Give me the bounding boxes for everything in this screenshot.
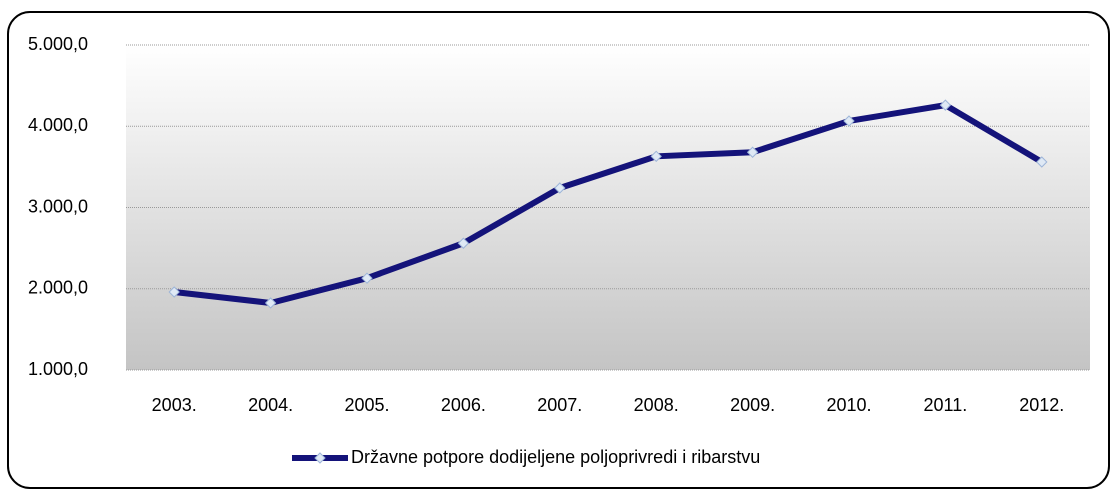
marker: [650, 150, 662, 163]
x-tick-label: 2004.: [248, 395, 293, 415]
marker: [939, 99, 952, 111]
marker: [1036, 156, 1048, 168]
y-tick-label: 3.000,0: [28, 196, 88, 216]
marker: [457, 237, 470, 249]
x-tick-label: 2008.: [634, 395, 679, 415]
legend-label: Državne potpore dodijeljene poljoprivred…: [351, 447, 760, 467]
y-tick-label: 2.000,0: [28, 278, 88, 298]
marker: [843, 115, 855, 127]
legend-marker: [314, 452, 326, 464]
x-tick-label: 2005.: [344, 395, 389, 415]
x-tick-label: 2003.: [152, 395, 197, 415]
marker: [264, 297, 277, 309]
x-tick-label: 2010.: [826, 395, 871, 415]
x-tick-label: 2007.: [537, 395, 582, 415]
x-tick-label: 2012.: [1019, 395, 1064, 415]
marker: [168, 286, 180, 298]
y-tick-label: 5.000,0: [28, 34, 88, 54]
marker: [554, 182, 566, 194]
marker: [746, 146, 759, 158]
marker: [361, 272, 373, 284]
data-line: [173, 102, 1044, 306]
y-tick-label: 1.000,0: [28, 359, 88, 379]
x-tick-label: 2006.: [441, 395, 486, 415]
y-tick-label: 4.000,0: [28, 115, 88, 135]
x-tick-label: 2009.: [730, 395, 775, 415]
x-tick-label: 2011.: [924, 395, 968, 415]
